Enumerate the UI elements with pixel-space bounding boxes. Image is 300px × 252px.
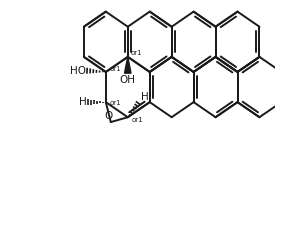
- Polygon shape: [124, 57, 131, 73]
- Text: or1: or1: [130, 50, 142, 56]
- Text: or1: or1: [110, 67, 121, 73]
- Text: H: H: [141, 92, 148, 102]
- Text: O: O: [105, 111, 113, 121]
- Text: HO: HO: [70, 66, 86, 76]
- Text: H: H: [79, 97, 87, 107]
- Text: OH: OH: [120, 75, 136, 85]
- Text: or1: or1: [110, 100, 121, 106]
- Text: or1: or1: [131, 117, 143, 123]
